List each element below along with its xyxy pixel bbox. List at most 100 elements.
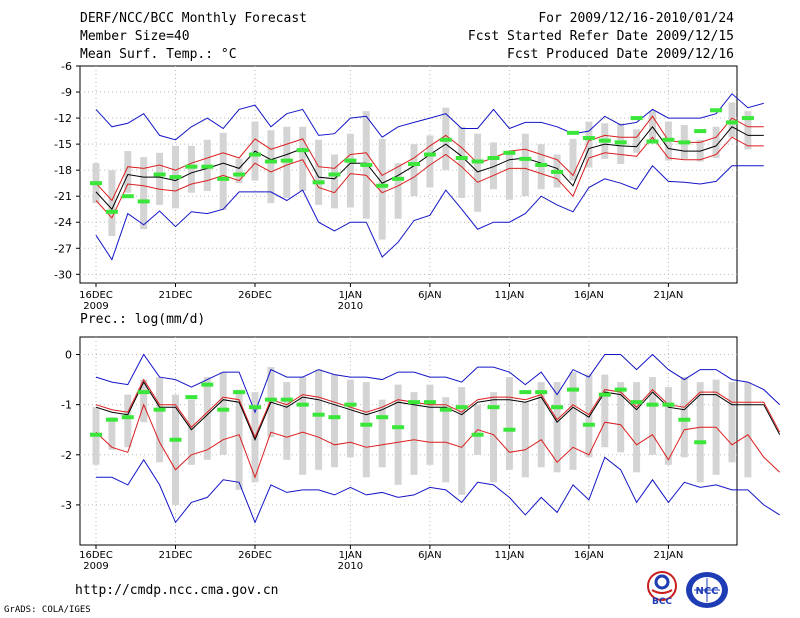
spread-bar <box>744 382 752 478</box>
spread-bar <box>124 394 132 448</box>
observed-marker <box>551 405 564 410</box>
spread-bar <box>410 144 418 197</box>
variable-label: Mean Surf. Temp.: °C <box>80 47 237 62</box>
observed-marker <box>487 156 500 161</box>
bcc-logo: BCC <box>640 570 684 607</box>
observed-marker <box>598 138 611 143</box>
ncc-logo: NCC <box>684 570 730 610</box>
observed-marker <box>439 407 452 412</box>
observed-marker <box>233 172 246 177</box>
y-tick-label: -15 <box>54 138 72 151</box>
observed-marker <box>598 392 611 397</box>
y-tick-label: -9 <box>61 86 72 99</box>
spread-bar <box>362 382 370 478</box>
x-tick-label: 16DEC <box>79 290 113 301</box>
observed-marker <box>662 402 675 407</box>
spread-bar <box>569 138 577 181</box>
observed-marker <box>455 156 468 161</box>
observed-marker <box>694 440 707 445</box>
observed-marker <box>646 402 659 407</box>
y-tick-label: -6 <box>61 60 72 73</box>
observed-marker <box>217 176 230 181</box>
observed-marker <box>519 390 532 395</box>
observed-marker <box>90 432 102 437</box>
observed-marker <box>249 152 261 157</box>
observed-marker <box>249 405 261 410</box>
observed-marker <box>264 159 277 164</box>
spread-bar <box>140 157 148 230</box>
spread-bar <box>521 133 529 197</box>
spread-bar <box>569 372 577 470</box>
x-tick-sublabel: 2010 <box>338 561 363 572</box>
observed-marker <box>312 412 325 417</box>
spread-bar <box>553 382 561 473</box>
observed-marker <box>567 130 579 135</box>
y-tick-label: -12 <box>54 112 72 125</box>
observed-marker <box>392 176 405 181</box>
spread-bar <box>505 377 513 470</box>
spread-bar <box>394 384 402 485</box>
observed-marker <box>264 397 277 402</box>
header-left: DERF/NCC/BCC Monthly Forecast Member Siz… <box>80 10 307 64</box>
spread-bar <box>728 382 736 463</box>
spread-bar <box>394 163 402 219</box>
spread-bar <box>108 417 116 450</box>
spread-bar <box>617 382 625 453</box>
spread-bar <box>664 387 672 465</box>
x-tick-label: 21DEC <box>159 550 193 561</box>
x-tick-sublabel: 2010 <box>338 301 363 312</box>
y-tick-label: -2 <box>61 449 72 462</box>
produced-date: Fcst Produced Date 2009/12/16 <box>507 47 734 62</box>
observed-marker <box>360 162 373 167</box>
spread-bar <box>331 154 338 209</box>
series-line-min <box>95 165 764 261</box>
spread-bar <box>442 397 450 483</box>
y-tick-label: -1 <box>61 399 72 412</box>
spread-bar <box>235 389 243 490</box>
observed-marker <box>328 415 341 420</box>
observed-marker <box>614 387 627 392</box>
x-tick-label: 21JAN <box>653 290 683 301</box>
x-tick-sublabel: 2009 <box>83 301 108 312</box>
spread-bar <box>601 374 609 448</box>
observed-marker <box>503 150 516 155</box>
forecast-title: DERF/NCC/BCC Monthly Forecast <box>80 11 307 26</box>
x-tick-label: 16JAN <box>574 290 604 301</box>
observed-marker <box>503 427 516 432</box>
spread-bar <box>537 382 545 468</box>
spread-bar <box>346 379 354 458</box>
x-tick-label: 21DEC <box>159 290 193 301</box>
observed-marker <box>185 164 198 169</box>
y-tick-label: -3 <box>61 499 72 512</box>
observed-marker <box>582 422 595 427</box>
footer-url[interactable]: http://cmdp.ncc.cma.gov.cn <box>75 583 279 598</box>
spread-bar <box>521 402 529 478</box>
observed-marker <box>535 390 548 395</box>
member-size: Member Size=40 <box>80 29 190 44</box>
observed-marker <box>312 180 325 185</box>
observed-marker <box>423 400 436 405</box>
series-line-upper <box>95 115 764 202</box>
observed-marker <box>519 156 532 161</box>
x-tick-label: 6JAN <box>418 290 441 301</box>
series-line-lower <box>95 403 781 479</box>
observed-marker <box>678 417 691 422</box>
spread-bar <box>712 126 720 159</box>
spread-bar <box>378 399 386 468</box>
x-tick-label: 6JAN <box>418 550 441 561</box>
spread-bar <box>267 130 275 204</box>
observed-marker <box>567 387 579 392</box>
y-tick-label: -30 <box>54 268 72 281</box>
x-tick-label: 1JAN <box>339 550 362 561</box>
spread-bar <box>744 111 752 150</box>
x-tick-sublabel: 2009 <box>83 561 108 572</box>
spread-bar <box>696 382 704 483</box>
spread-bar <box>346 133 354 208</box>
observed-marker <box>121 415 134 420</box>
y-tick-label: -27 <box>54 242 72 255</box>
observed-marker <box>376 415 389 420</box>
ncc-logo-text: NCC <box>695 586 718 597</box>
spread-bar <box>331 374 338 468</box>
spread-bar <box>156 152 164 205</box>
observed-marker <box>471 432 484 437</box>
